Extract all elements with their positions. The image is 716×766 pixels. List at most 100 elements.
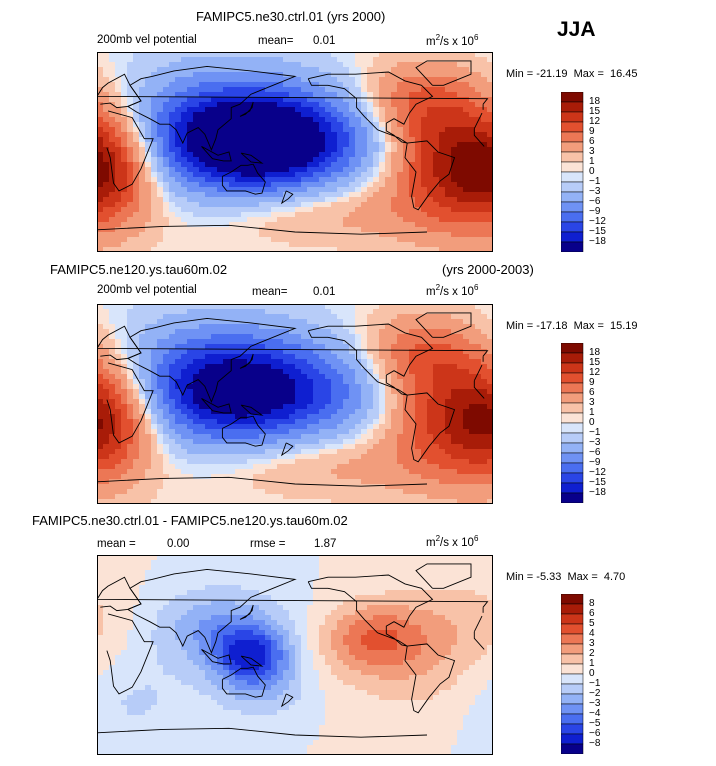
field-cell <box>181 207 188 213</box>
field-cell <box>151 329 158 335</box>
field-cell <box>133 217 140 223</box>
field-cell <box>229 167 236 173</box>
field-cell <box>349 309 356 315</box>
field-cell <box>355 112 362 118</box>
field-cell <box>181 72 188 78</box>
field-cell <box>475 399 482 405</box>
field-cell <box>367 444 374 450</box>
field-cell <box>283 72 290 78</box>
field-cell <box>181 197 188 203</box>
field-cell <box>163 449 170 455</box>
field-cell <box>373 147 380 153</box>
field-cell <box>457 177 464 183</box>
field-cell <box>109 192 116 198</box>
field-cell <box>361 339 368 345</box>
field-cell <box>385 217 392 223</box>
field-cell <box>445 439 452 445</box>
field-cell <box>205 117 212 123</box>
field-cell <box>223 52 230 58</box>
field-cell <box>193 304 200 310</box>
field-cell <box>253 107 260 113</box>
field-cell <box>469 117 476 123</box>
field-cell <box>367 464 374 470</box>
field-cell <box>277 142 284 148</box>
field-cell <box>193 62 200 68</box>
field-cell <box>277 434 284 440</box>
field-cell <box>469 304 476 310</box>
field-cell <box>469 137 476 143</box>
field-cell <box>361 72 368 78</box>
field-cell <box>355 237 362 243</box>
field-cell <box>127 112 134 118</box>
field-cell <box>229 474 236 480</box>
field-cell <box>463 349 470 355</box>
field-cell <box>421 242 428 248</box>
field-cell <box>433 414 440 420</box>
field-cell <box>445 454 452 460</box>
field-cell <box>139 222 146 228</box>
field-cell <box>187 207 194 213</box>
field-cell <box>163 127 170 133</box>
field-cell <box>205 227 212 233</box>
field-cell <box>421 212 428 218</box>
field-cell <box>139 424 146 430</box>
field-cell <box>289 454 296 460</box>
field-cell <box>283 354 290 360</box>
field-cell <box>313 57 320 63</box>
field-cell <box>397 414 404 420</box>
field-cell <box>241 52 248 58</box>
field-cell <box>439 404 446 410</box>
field-cell <box>481 379 488 385</box>
field-cell <box>103 132 110 138</box>
field-cell <box>295 102 302 108</box>
field-cell <box>433 439 440 445</box>
field-cell <box>139 419 146 425</box>
field-cell <box>175 404 182 410</box>
field-cell <box>283 339 290 345</box>
field-cell <box>355 309 362 315</box>
field-cell <box>181 399 188 405</box>
field-cell <box>325 112 332 118</box>
field-cell <box>241 384 248 390</box>
field-cell <box>391 127 398 133</box>
field-cell <box>385 67 392 73</box>
field-cell <box>115 77 122 83</box>
field-cell <box>121 107 128 113</box>
field-cell <box>361 459 368 465</box>
field-cell <box>187 404 194 410</box>
field-cell <box>457 127 464 133</box>
field-cell <box>319 147 326 153</box>
field-cell <box>433 202 440 208</box>
field-cell <box>163 344 170 350</box>
field-cell <box>421 97 428 103</box>
field-cell <box>355 57 362 63</box>
field-cell <box>145 237 152 243</box>
field-cell <box>247 207 254 213</box>
field-cell <box>487 57 493 63</box>
field-cell <box>361 319 368 325</box>
colorbar-tick-label: −15 <box>589 226 606 237</box>
field-cell <box>313 424 320 430</box>
field-cell <box>481 202 488 208</box>
field-cell <box>475 177 482 183</box>
field-cell <box>469 384 476 390</box>
field-cell <box>169 62 176 68</box>
field-cell <box>259 217 266 223</box>
field-cell <box>181 202 188 208</box>
field-cell <box>175 329 182 335</box>
field-cell <box>457 202 464 208</box>
field-cell <box>253 349 260 355</box>
field-cell <box>361 67 368 73</box>
field-cell <box>451 142 458 148</box>
field-cell <box>481 92 488 98</box>
field-cell <box>451 309 458 315</box>
field-cell <box>115 92 122 98</box>
field-cell <box>439 207 446 213</box>
field-cell <box>205 132 212 138</box>
field-cell <box>103 374 110 380</box>
field-cell <box>121 182 128 188</box>
field-cell <box>151 237 158 243</box>
field-cell <box>379 424 386 430</box>
field-cell <box>109 92 116 98</box>
field-cell <box>301 222 308 228</box>
